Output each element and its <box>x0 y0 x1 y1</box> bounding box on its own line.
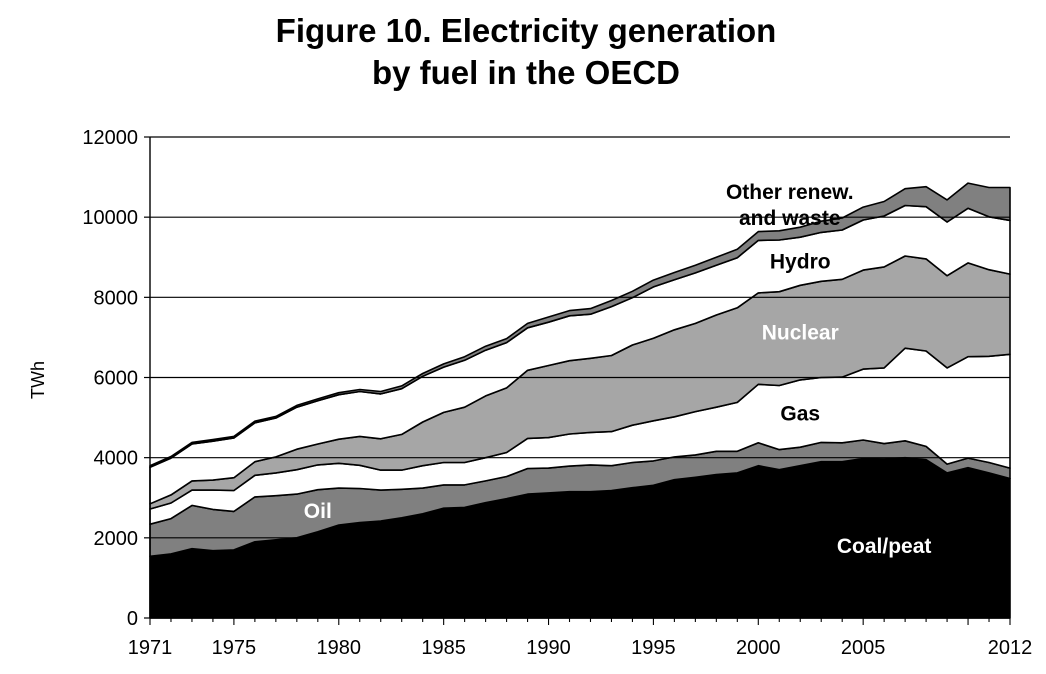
area-label-oil: Oil <box>304 500 332 523</box>
x-tick-label-1975: 1975 <box>212 637 257 659</box>
x-tick-label-1980: 1980 <box>317 637 362 659</box>
chart-title-line-2: by fuel in the OECD <box>371 54 681 91</box>
chart-title: Figure 10. Electricity generation by fue… <box>0 10 1046 94</box>
y-tick-label-0: 0 <box>127 608 138 630</box>
y-axis-label: TWh <box>28 361 48 399</box>
area-label-nuclear: Nuclear <box>762 322 839 345</box>
axes: 0 2000 4000 6000 8000 10000 12000 1971 1975 1980 1… <box>82 127 1032 659</box>
area-label-other-renew-and-waste: Other renew. and waste <box>726 181 854 230</box>
chart-title-line-1: Figure 10. Electricity generation <box>275 12 777 49</box>
area-label-hydro: Hydro <box>770 250 831 273</box>
y-tick-label-4000: 4000 <box>94 448 139 470</box>
y-tick-label-10000: 10000 <box>82 207 138 229</box>
x-tick-label-1995: 1995 <box>631 637 676 659</box>
area-labels: Coal/peat Oil Gas Nuclear Hydro Other renew. a… <box>304 181 932 558</box>
y-tick-label-2000: 2000 <box>94 528 139 550</box>
x-tick-label-1985: 1985 <box>421 637 466 659</box>
y-tick-label-8000: 8000 <box>94 287 139 309</box>
x-tick-label-2000: 2000 <box>736 637 781 659</box>
x-tick-label-2005: 2005 <box>841 637 886 659</box>
area-other-renew-and-waste <box>149 182 1011 469</box>
x-tick-label-1990: 1990 <box>526 637 571 659</box>
y-tick-label-6000: 6000 <box>94 368 139 390</box>
gridlines <box>150 136 1010 539</box>
area-label-coal-peat: Coal/peat <box>837 535 932 558</box>
x-tick-label-1971: 1971 <box>128 637 173 659</box>
area-label-gas: Gas <box>780 403 820 426</box>
x-tick-label-2012: 2012 <box>988 637 1033 659</box>
y-tick-label-12000: 12000 <box>82 127 138 149</box>
